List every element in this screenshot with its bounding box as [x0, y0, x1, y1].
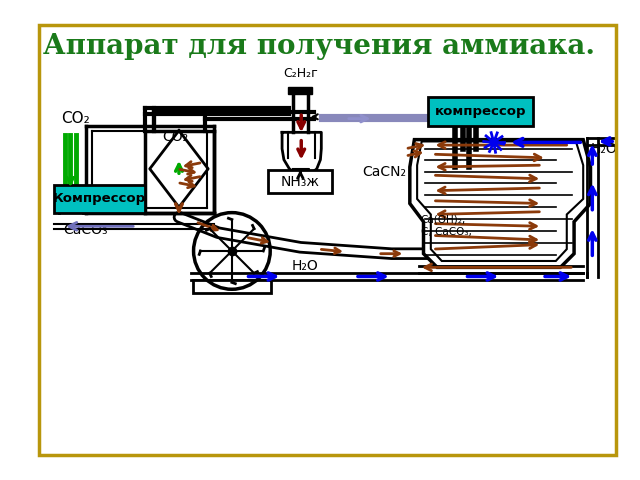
FancyBboxPatch shape — [268, 170, 332, 192]
Polygon shape — [410, 140, 591, 267]
Polygon shape — [282, 132, 321, 175]
Text: H₂O: H₂O — [291, 259, 318, 273]
Text: CaCO₃: CaCO₃ — [63, 223, 108, 237]
Polygon shape — [150, 131, 208, 207]
Polygon shape — [289, 87, 312, 94]
FancyBboxPatch shape — [428, 97, 533, 126]
Text: CO₂: CO₂ — [163, 131, 188, 144]
Text: компрессор: компрессор — [435, 105, 526, 118]
FancyBboxPatch shape — [54, 185, 145, 213]
Text: Ca(OH)₂,
C, CaCO₃,: Ca(OH)₂, C, CaCO₃, — [420, 215, 472, 237]
Text: CaCN₂: CaCN₂ — [362, 165, 406, 179]
Text: NH₃ж: NH₃ж — [281, 175, 320, 189]
Text: Аппарат для получения аммиака.: Аппарат для получения аммиака. — [43, 33, 595, 60]
Text: C₂H₂г: C₂H₂г — [283, 67, 317, 80]
Text: H₂O: H₂O — [591, 142, 617, 156]
Text: CO₂: CO₂ — [61, 111, 90, 126]
FancyBboxPatch shape — [193, 280, 271, 293]
Text: Компрессор: Компрессор — [53, 192, 146, 205]
